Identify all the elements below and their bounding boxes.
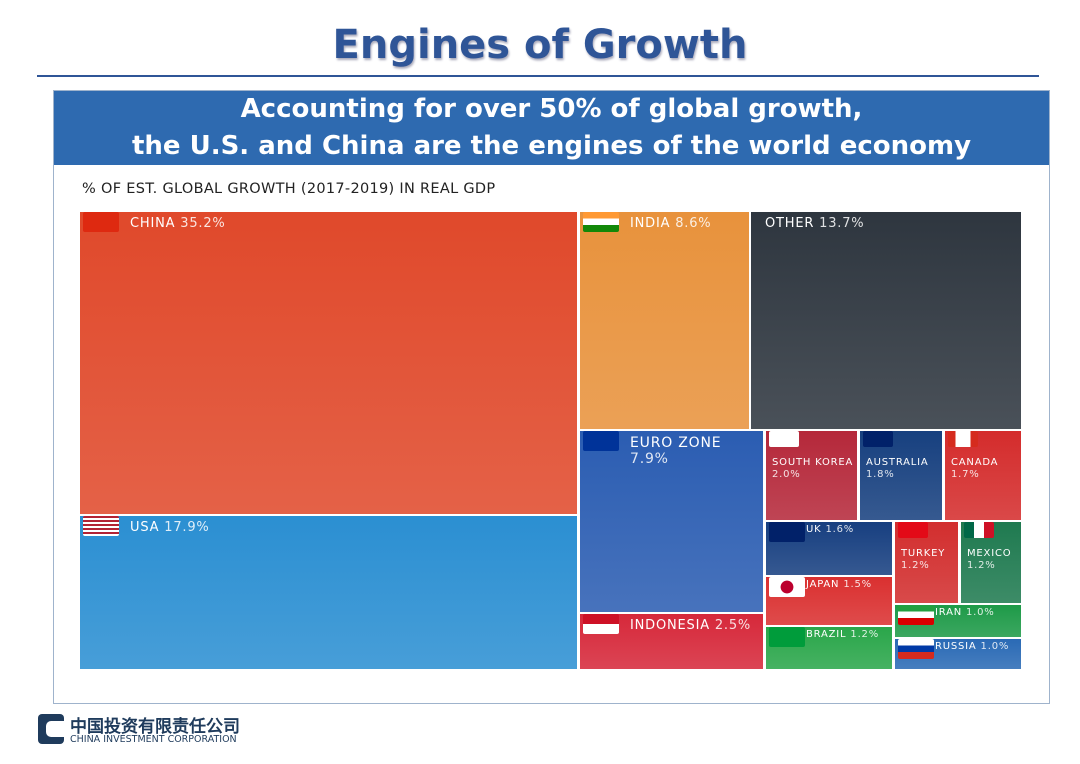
treemap-cell-uk: UK 1.6% — [766, 522, 892, 575]
cell-value: 2.5% — [714, 618, 752, 633]
cell-name: AUSTRALIA — [866, 457, 929, 468]
cell-name: CANADA — [951, 457, 999, 468]
cell-name: INDIA — [630, 216, 671, 231]
cell-label: SOUTH KOREA 2.0% — [772, 457, 857, 481]
cell-value: 8.6% — [675, 216, 712, 231]
cell-label: INDONESIA 2.5% — [630, 618, 751, 633]
treemap-cell-canada: CANADA 1.7% — [945, 431, 1021, 520]
cell-name: EURO ZONE — [630, 435, 722, 451]
cell-name: CHINA — [130, 216, 176, 231]
cell-label: AUSTRALIA 1.8% — [866, 457, 942, 481]
cell-label: EURO ZONE 7.9% — [630, 435, 721, 467]
cell-value: 1.0% — [966, 607, 995, 618]
uk-flag-icon — [769, 522, 805, 542]
treemap-cell-other: OTHER 13.7% — [751, 212, 1021, 429]
treemap-cell-china: CHINA 35.2% — [80, 212, 577, 514]
cell-name: SOUTH KOREA — [772, 457, 854, 468]
australia-flag-icon — [863, 431, 893, 447]
cell-name: IRAN — [935, 607, 963, 618]
logo-chinese-name: 中国投资有限责任公司 — [70, 717, 240, 737]
cell-name: BRAZIL — [806, 629, 847, 640]
cell-value: 1.8% — [866, 469, 895, 480]
cell-value: 1.2% — [901, 560, 930, 571]
cell-value: 13.7% — [819, 216, 865, 231]
treemap-cell-turkey: TURKEY 1.2% — [895, 522, 958, 603]
cell-value: 1.0% — [980, 641, 1010, 652]
treemap-cell-brazil: BRAZIL 1.2% — [766, 627, 892, 669]
russia-flag-icon — [898, 639, 934, 659]
cell-name: TURKEY — [901, 548, 946, 559]
treemap-cell-japan: JAPAN 1.5% — [766, 577, 892, 625]
cell-value: 1.5% — [843, 579, 872, 590]
chart-title: % OF EST. GLOBAL GROWTH (2017-2019) IN R… — [82, 181, 496, 197]
cell-label: IRAN 1.0% — [935, 607, 995, 618]
cell-name: MEXICO — [967, 548, 1012, 559]
cell-label: BRAZIL 1.2% — [806, 629, 879, 640]
cell-label: TURKEY 1.2% — [901, 548, 958, 572]
banner: Accounting for over 50% of global growth… — [54, 91, 1049, 165]
treemap-cell-india: INDIA 8.6% — [580, 212, 749, 429]
japan-flag-icon — [769, 577, 805, 597]
cell-value: 1.2% — [850, 629, 880, 640]
cell-value: 2.0% — [772, 469, 801, 480]
chart-frame — [53, 90, 1050, 704]
cell-name: INDONESIA — [630, 618, 710, 633]
cell-value: 7.9% — [630, 451, 669, 467]
cell-label: RUSSIA 1.0% — [935, 641, 1009, 652]
treemap-cell-russia: RUSSIA 1.0% — [895, 639, 1021, 669]
usa-flag-icon — [83, 516, 119, 536]
skorea-flag-icon — [769, 431, 799, 447]
cell-name: JAPAN — [806, 579, 840, 590]
cell-label: CANADA 1.7% — [951, 457, 1021, 481]
china-flag-icon — [83, 212, 119, 232]
cell-label: INDIA 8.6% — [630, 216, 711, 231]
cell-name: UK — [806, 524, 822, 535]
mexico-flag-icon — [964, 522, 994, 538]
cell-name: USA — [130, 520, 160, 535]
india-flag-icon — [583, 212, 619, 232]
banner-line-2: the U.S. and China are the engines of th… — [131, 131, 972, 161]
page-title: Engines of Growth — [332, 22, 748, 68]
cell-value: 1.6% — [825, 524, 855, 535]
turkey-flag-icon — [898, 522, 928, 538]
treemap-cell-euro: EURO ZONE 7.9% — [580, 431, 763, 612]
brazil-flag-icon — [769, 627, 805, 647]
cell-value: 1.2% — [967, 560, 996, 571]
cell-name: OTHER — [765, 216, 815, 231]
banner-line-1: Accounting for over 50% of global growth… — [240, 94, 863, 124]
cell-value: 35.2% — [180, 216, 226, 231]
cell-label: UK 1.6% — [806, 524, 854, 535]
cic-logo-icon — [38, 714, 64, 744]
iran-flag-icon — [898, 605, 934, 625]
cell-value: 1.7% — [951, 469, 980, 480]
cell-value: 17.9% — [164, 520, 210, 535]
cell-label: CHINA 35.2% — [130, 216, 226, 231]
canada-flag-icon — [948, 431, 978, 447]
treemap-cell-mexico: MEXICO 1.2% — [961, 522, 1021, 603]
cell-label: JAPAN 1.5% — [806, 579, 872, 590]
treemap-cell-skorea: SOUTH KOREA 2.0% — [766, 431, 857, 520]
logo-english-name: CHINA INVESTMENT CORPORATION — [70, 734, 237, 745]
indonesia-flag-icon — [583, 614, 619, 634]
treemap-cell-australia: AUSTRALIA 1.8% — [860, 431, 942, 520]
treemap-cell-usa: USA 17.9% — [80, 516, 577, 669]
title-divider — [37, 75, 1039, 77]
cell-label: OTHER 13.7% — [765, 216, 864, 231]
cell-name: RUSSIA — [935, 641, 977, 652]
euro-flag-icon — [583, 431, 619, 451]
treemap-cell-indonesia: INDONESIA 2.5% — [580, 614, 763, 669]
treemap-cell-iran: IRAN 1.0% — [895, 605, 1021, 637]
cell-label: MEXICO 1.2% — [967, 548, 1021, 572]
cell-label: USA 17.9% — [130, 520, 210, 535]
